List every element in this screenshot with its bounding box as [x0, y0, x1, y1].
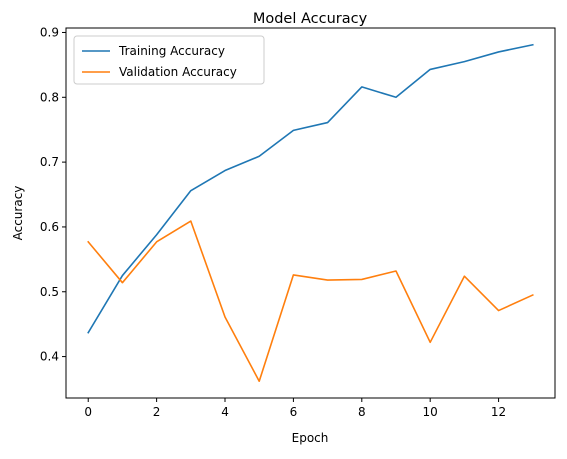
y-tick-label: 0.7	[40, 155, 59, 169]
legend-box	[73, 35, 265, 85]
x-tick-label: 2	[153, 405, 161, 419]
x-axis: 0 2 4 6 8 10 12	[84, 398, 506, 419]
legend: Training Accuracy Validation Accuracy	[73, 35, 265, 85]
series-line-training	[87, 43, 534, 334]
x-axis-label: Epoch	[292, 431, 329, 445]
chart-title: Model Accuracy	[253, 11, 368, 27]
y-axis: 0.4 0.5 0.6 0.7 0.8 0.9	[40, 25, 66, 364]
x-tick-label: 4	[221, 405, 229, 419]
y-axis-label: Accuracy	[11, 186, 25, 241]
y-tick-label: 0.4	[40, 350, 59, 364]
legend-label-training: Training Accuracy	[118, 44, 225, 58]
legend-label-validation: Validation Accuracy	[119, 65, 237, 79]
series-layer	[87, 43, 534, 383]
x-tick-label: 12	[491, 405, 506, 419]
x-tick-label: 8	[358, 405, 366, 419]
x-tick-label: 10	[423, 405, 438, 419]
y-tick-label: 0.6	[40, 220, 59, 234]
plot-area	[66, 28, 555, 398]
x-tick-label: 0	[84, 405, 92, 419]
series-line-validation	[87, 220, 534, 383]
y-tick-label: 0.8	[40, 90, 59, 104]
x-tick-label: 6	[290, 405, 298, 419]
y-tick-label: 0.9	[40, 25, 59, 39]
y-tick-label: 0.5	[40, 285, 59, 299]
plot-frame	[65, 27, 556, 399]
